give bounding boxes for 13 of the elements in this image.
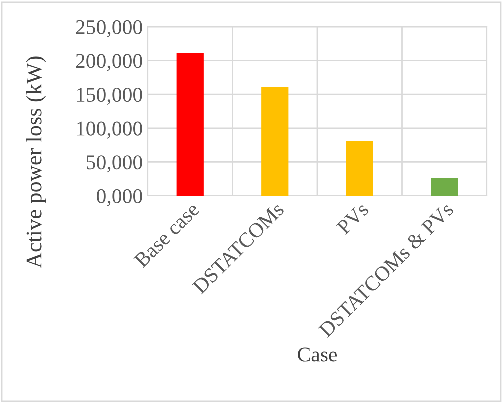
y-tick-label: 50,000 <box>87 156 142 173</box>
y-tick-label: 200,000 <box>76 54 142 72</box>
y-tick-label: 250,000 <box>76 20 142 38</box>
y-tick-label: 100,000 <box>77 122 142 139</box>
bar <box>346 141 374 196</box>
y-tick-label: 150,000 <box>77 88 142 106</box>
bar <box>176 53 204 196</box>
x-tick-label: PVs <box>336 202 370 236</box>
bar <box>262 87 289 196</box>
x-axis-title: Case <box>298 348 338 362</box>
bar <box>431 178 458 196</box>
y-tick-label: 0,000 <box>97 189 142 206</box>
y-axis-title: Active power loss (kW) <box>26 56 46 268</box>
